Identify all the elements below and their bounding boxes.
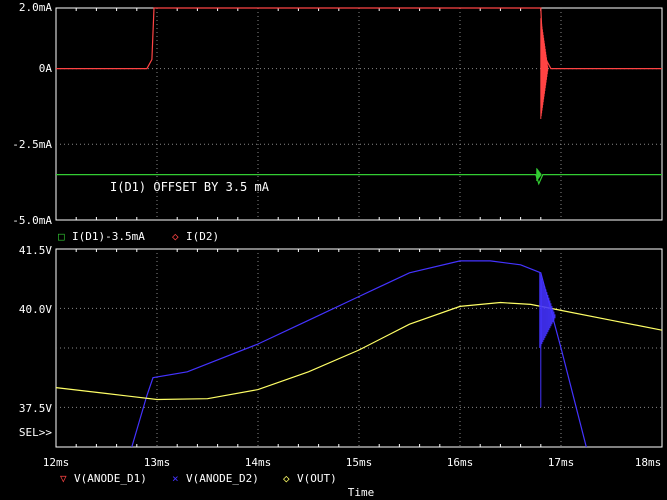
x-tick-13ms: 13ms [144,456,171,469]
top-y-tick-1: 2.0mA [19,1,52,14]
legend-id2-marker: ◇ [172,230,179,243]
top-y-tick-4: -5.0mA [12,214,52,227]
trace-v-out-[interactable] [55,301,663,401]
legend-anode-d1-marker: ▽ [60,472,67,485]
legend-id2-label[interactable]: I(D2) [186,230,219,243]
legend-anode-d1-label[interactable]: V(ANODE_D1) [74,472,147,485]
x-axis-label: Time [348,486,375,499]
x-tick-14ms: 14ms [245,456,272,469]
bottom-y-tick-3: 37.5V [19,402,52,415]
top-y-tick-3: -2.5mA [12,138,52,151]
bottom-y-tick-2: 40.0V [19,303,52,316]
bottom-y-tick-1: 41.5V [19,244,52,257]
legend-out-marker: ◇ [283,472,290,485]
trace-v-anode-d2-[interactable] [131,260,587,448]
legend-anode-d2-label[interactable]: V(ANODE_D2) [186,472,259,485]
legend-anode-d2-marker: × [172,472,179,485]
top-y-tick-2: 0A [39,62,53,75]
x-tick-16ms: 16ms [447,456,474,469]
x-tick-17ms: 17ms [548,456,575,469]
top-plot-traces [56,7,662,186]
offset-annotation: I(D1) OFFSET BY 3.5 mA [110,180,270,194]
trace-i-d2-[interactable] [56,7,662,70]
bottom-plot-traces [55,260,663,448]
x-tick-18ms: 18ms [635,456,662,469]
legend-out-label[interactable]: V(OUT) [297,472,337,485]
legend-id1-marker: □ [58,230,65,243]
legend-id1-label[interactable]: I(D1)-3.5mA [72,230,145,243]
x-tick-15ms: 15ms [346,456,373,469]
bottom-plot-grid [56,249,662,447]
x-tick-12ms: 12ms [43,456,70,469]
trace-i-d1-3-5ma[interactable] [56,174,662,186]
sel-marker[interactable]: SEL>> [19,426,52,439]
